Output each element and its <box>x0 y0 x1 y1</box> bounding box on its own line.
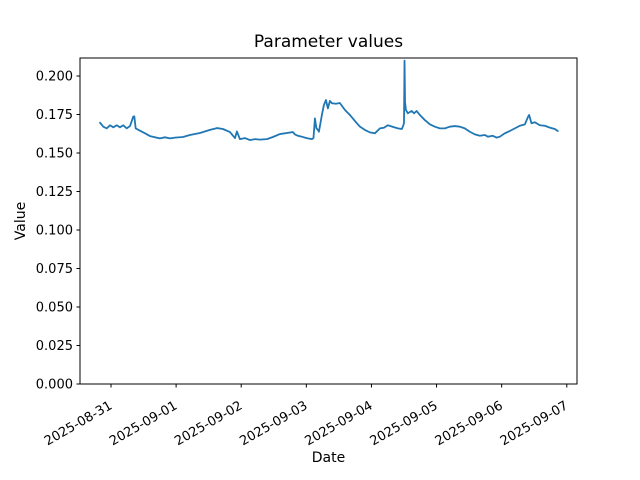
x-tick-label: 2025-08-31 <box>42 398 115 449</box>
y-tick-label: 0.200 <box>36 70 73 85</box>
x-tick-label: 2025-09-01 <box>107 398 180 449</box>
axes-spines <box>79 57 578 385</box>
x-tick-label: 2025-09-04 <box>303 398 376 449</box>
x-tick-label: 2025-09-05 <box>368 398 441 449</box>
y-tick-label: 0.025 <box>36 339 73 354</box>
y-tick-label: 0.050 <box>36 301 73 316</box>
y-tick-label: 0.075 <box>36 262 73 277</box>
series-line <box>99 59 559 141</box>
x-tick-label: 2025-09-06 <box>433 398 506 449</box>
x-axis-label: Date <box>311 450 346 466</box>
y-axis-label: Value <box>13 201 29 241</box>
y-tick-label: 0.000 <box>36 378 73 393</box>
y-tick-label: 0.175 <box>36 108 73 123</box>
y-tick-label: 0.100 <box>36 224 73 239</box>
y-tick-label: 0.150 <box>36 147 73 162</box>
chart-title: Parameter values <box>253 32 404 52</box>
x-tick-label: 2025-09-02 <box>172 398 245 449</box>
x-tick-label: 2025-09-07 <box>498 398 571 449</box>
x-tick-label: 2025-09-03 <box>237 398 310 449</box>
y-tick-label: 0.125 <box>36 185 73 200</box>
